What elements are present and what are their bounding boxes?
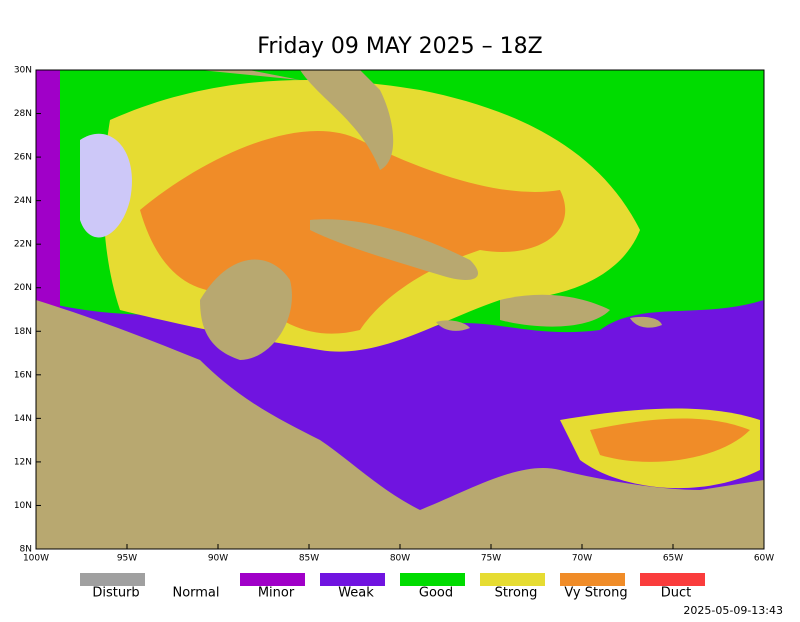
- lon-label: 90W: [208, 554, 228, 564]
- legend-swatch: [640, 573, 705, 586]
- legend-label: Duct: [661, 586, 692, 601]
- lon-label: 95W: [117, 554, 137, 564]
- lon-label: 65W: [663, 554, 683, 564]
- lat-label: 24N: [14, 196, 32, 206]
- legend-label: Strong: [495, 586, 538, 601]
- lat-label: 14N: [14, 414, 32, 424]
- lon-label: 75W: [481, 554, 501, 564]
- legend-label: Weak: [338, 586, 374, 601]
- lon-label: 60W: [754, 554, 774, 564]
- legend-swatch: [320, 573, 385, 586]
- legend-swatch: [400, 573, 465, 586]
- legend-label: Good: [419, 586, 453, 601]
- longitude-axis: 100W 95W 90W 85W 80W 75W 70W 65W 60W: [23, 544, 774, 564]
- legend-swatch: [80, 573, 145, 586]
- legend-label: Minor: [258, 586, 295, 601]
- legend-label: Vy Strong: [564, 586, 627, 601]
- map-title: Friday 09 MAY 2025 – 18Z: [257, 34, 542, 59]
- lat-label: 20N: [14, 283, 32, 293]
- lat-label: 10N: [14, 501, 32, 511]
- legend-swatch: [560, 573, 625, 586]
- legend-label: Normal: [172, 586, 219, 601]
- lon-label: 80W: [390, 554, 410, 564]
- lat-label: 12N: [14, 457, 32, 467]
- legend-swatch: [480, 573, 545, 586]
- legend-label: Disturb: [92, 586, 139, 601]
- lat-label: 8N: [20, 545, 32, 555]
- timestamp: 2025-05-09-13:43: [683, 604, 783, 617]
- lat-label: 28N: [14, 109, 32, 119]
- lat-label: 16N: [14, 370, 32, 380]
- lat-label: 30N: [14, 66, 32, 76]
- lon-label: 85W: [299, 554, 319, 564]
- lon-label: 100W: [23, 554, 49, 564]
- latitude-axis: 30N 28N 26N 24N 22N 20N 18N 16N 14N 12N 10N 8N: [14, 66, 41, 555]
- legend-swatch: [240, 573, 305, 586]
- lat-label: 26N: [14, 153, 32, 163]
- lat-label: 18N: [14, 327, 32, 337]
- legend: Disturb Normal Minor Weak Good Strong Vy Stron…: [80, 573, 705, 601]
- lat-label: 22N: [14, 240, 32, 250]
- map-area: [36, 70, 764, 549]
- lon-label: 70W: [572, 554, 592, 564]
